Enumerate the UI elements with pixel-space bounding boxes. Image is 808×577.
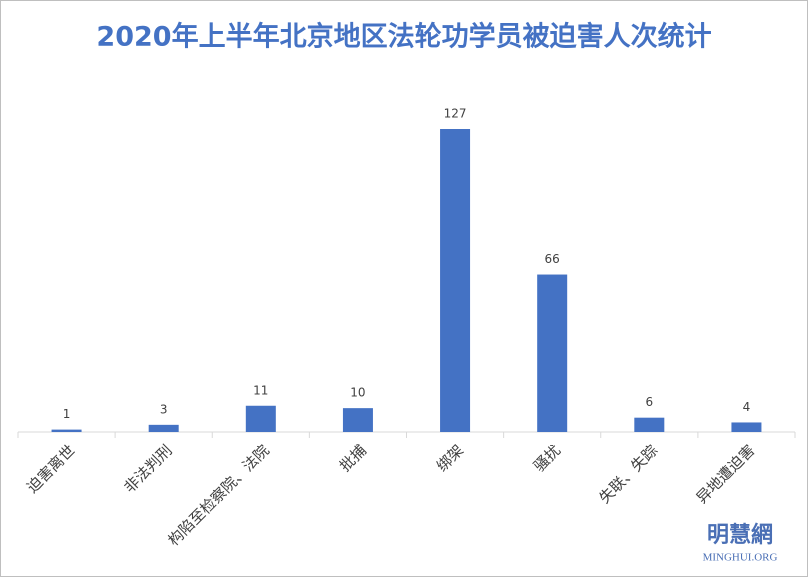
- data-label: 66: [545, 252, 560, 266]
- bar: [440, 129, 471, 432]
- bar: [342, 408, 373, 432]
- bar: [51, 429, 82, 432]
- watermark-name: 明慧網: [707, 522, 773, 548]
- chart-title: 2020年上半年北京地区法轮功学员被迫害人次统计: [96, 21, 711, 53]
- data-label: 11: [253, 383, 268, 397]
- bar: [245, 405, 276, 432]
- bar: [148, 424, 179, 432]
- watermark-site: MINGHUI.ORG: [703, 552, 778, 564]
- data-label: 127: [444, 107, 467, 121]
- bar: [634, 417, 665, 432]
- bar: [537, 274, 568, 432]
- data-label: 10: [350, 386, 365, 400]
- bar: [731, 422, 762, 432]
- data-label: 1: [63, 407, 71, 421]
- data-label: 6: [645, 395, 653, 409]
- data-label: 3: [160, 402, 168, 416]
- data-label: 4: [743, 400, 751, 414]
